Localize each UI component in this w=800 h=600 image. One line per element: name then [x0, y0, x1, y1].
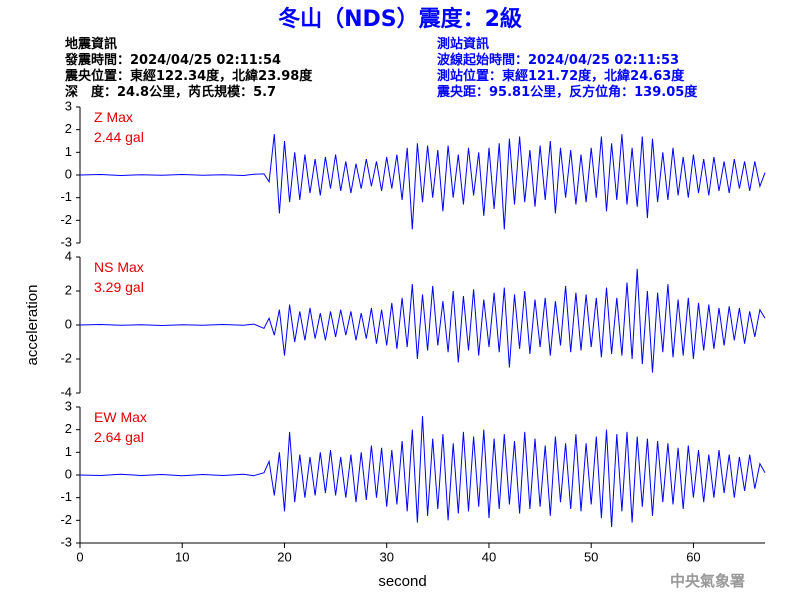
- y-tick-label: 0: [65, 316, 72, 331]
- y-tick-label: 1: [65, 144, 72, 159]
- x-tick-label: 60: [686, 549, 700, 564]
- x-tick-label: 30: [379, 549, 393, 564]
- y-tick-label: -2: [60, 350, 72, 365]
- y-tick-label: 0: [65, 466, 72, 481]
- y-tick-label: 2: [65, 121, 72, 136]
- x-tick-label: 10: [175, 549, 189, 564]
- header-line: 深 度：24.8公里，芮氏規模：5.7: [65, 84, 276, 100]
- trace-max: 3.29 gal: [94, 279, 144, 295]
- waveform: [79, 268, 766, 373]
- y-tick-label: 4: [65, 248, 72, 263]
- y-axis-label: acceleration: [24, 285, 41, 366]
- y-tick-label: -2: [60, 212, 72, 227]
- trace-max: 2.44 gal: [94, 129, 144, 145]
- y-tick-label: 3: [65, 98, 72, 113]
- y-tick-label: -3: [60, 234, 72, 249]
- waveform: [79, 416, 766, 528]
- header-line: 發震時間：2024/04/25 02:11:54: [64, 52, 281, 68]
- y-tick-label: -1: [60, 489, 72, 504]
- x-tick-label: 40: [482, 549, 496, 564]
- trace-label: Z Max: [94, 109, 133, 125]
- y-tick-label: -2: [60, 512, 72, 527]
- y-tick-label: -1: [60, 189, 72, 204]
- y-tick-label: 0: [65, 166, 72, 181]
- header-line: 震央位置：東經122.34度，北緯23.98度: [64, 68, 313, 84]
- header-line: 波線起始時間：2024/04/25 02:11:53: [437, 52, 679, 68]
- header-line: 震央距：95.81公里，反方位角：139.05度: [436, 84, 698, 100]
- watermark: 中央氣象署: [670, 572, 745, 590]
- x-tick-label: 20: [277, 549, 291, 564]
- y-tick-label: 2: [65, 421, 72, 436]
- y-tick-label: -4: [60, 384, 72, 399]
- chart-title: 冬山（NDS）震度：2級: [278, 6, 522, 32]
- y-tick-label: 3: [65, 398, 72, 413]
- trace-label: NS Max: [94, 259, 144, 275]
- header-line: 測站位置：東經121.72度，北緯24.63度: [437, 68, 685, 84]
- y-tick-label: 2: [65, 282, 72, 297]
- x-axis-label: second: [378, 573, 426, 590]
- trace-label: EW Max: [94, 409, 147, 425]
- waveform: [79, 134, 766, 230]
- header-line: 地震資訊: [65, 36, 117, 52]
- header-line: 測站資訊: [437, 36, 489, 52]
- x-tick-label: 50: [584, 549, 598, 564]
- y-tick-label: -3: [60, 534, 72, 549]
- x-tick-label: 0: [76, 549, 83, 564]
- trace-max: 2.64 gal: [94, 429, 144, 445]
- y-tick-label: 1: [65, 444, 72, 459]
